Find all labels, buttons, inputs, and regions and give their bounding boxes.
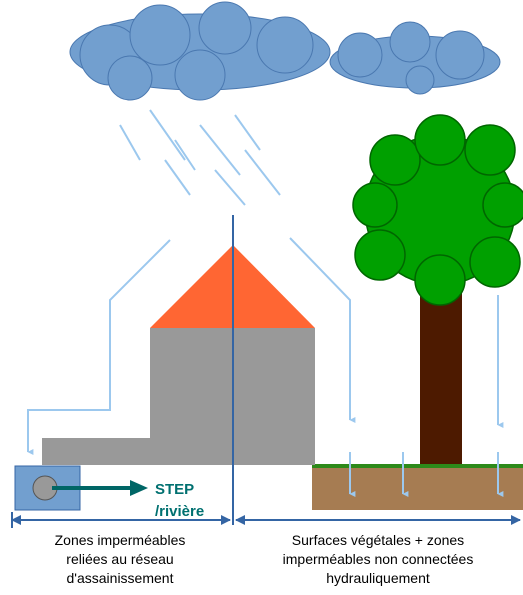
zone-label: d'assainissement bbox=[67, 570, 174, 586]
rain bbox=[120, 110, 280, 205]
zone-label: reliées au réseau bbox=[66, 551, 173, 567]
outlet-label: STEP bbox=[155, 481, 194, 498]
ground bbox=[312, 466, 523, 510]
sewer bbox=[15, 466, 148, 510]
zone-label: Surfaces végétales + zones bbox=[292, 532, 464, 548]
zone-label: hydrauliquement bbox=[326, 570, 430, 586]
diagram: STEP /rivière Zones imperméables reliées… bbox=[0, 0, 523, 595]
zone-label: imperméables non connectées bbox=[283, 551, 474, 567]
cloud bbox=[70, 2, 500, 100]
house bbox=[42, 245, 315, 465]
outlet-label: /rivière bbox=[155, 503, 204, 520]
zone-label: Zones imperméables bbox=[55, 532, 186, 548]
extent-arrows bbox=[12, 512, 520, 528]
